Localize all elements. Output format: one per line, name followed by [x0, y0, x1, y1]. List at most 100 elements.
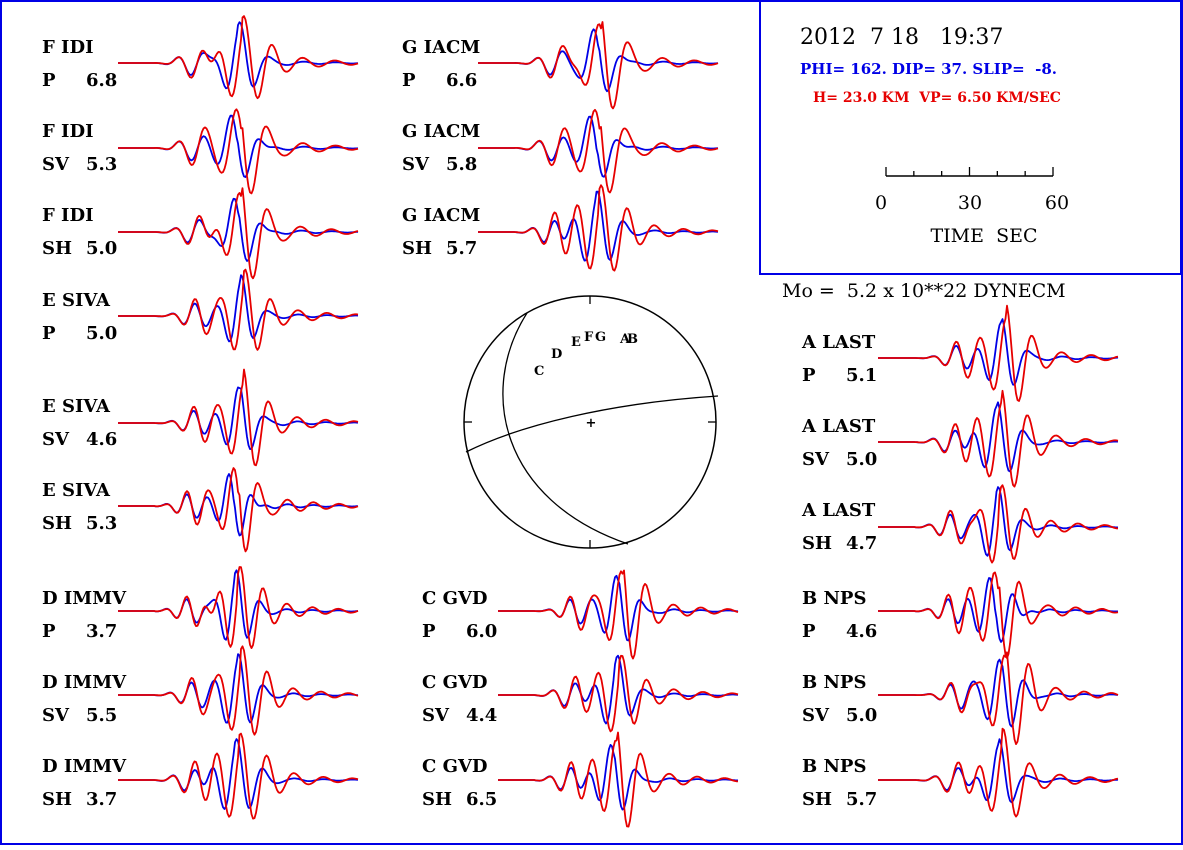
- seismogram-panel: A LAST P 5.1: [801, 304, 1119, 402]
- header-frame: [759, 0, 1182, 275]
- observed-trace: [118, 566, 359, 649]
- amplitude-label: 4.7: [846, 533, 877, 554]
- amplitude-label: 5.7: [846, 789, 877, 810]
- observed-trace: [878, 651, 1119, 745]
- focal-mechanism: + C D E F G A B: [463, 295, 719, 549]
- seismic-moment: Mo = 5.2 x 10**22 DYNECM: [782, 280, 1066, 302]
- station-label: G IACM: [402, 37, 480, 58]
- seismogram-panel: A LAST SH 4.7: [801, 484, 1119, 564]
- time-scale: 0 30 60 TIME SEC: [875, 167, 1069, 247]
- observed-trace: [118, 15, 359, 100]
- seismogram-panel: G IACM SV 5.8: [402, 108, 719, 194]
- synthetic-trace: [118, 21, 359, 90]
- station-label: A LAST: [801, 500, 876, 521]
- amplitude-label: 3.7: [86, 621, 117, 642]
- observed-trace: [498, 569, 739, 660]
- time-scale-ticks: [885, 167, 1054, 176]
- station-letter-f: F: [584, 330, 594, 345]
- amplitude-label: 5.5: [86, 705, 117, 726]
- phase-label: SH: [42, 238, 72, 259]
- station-label: B NPS: [802, 756, 866, 777]
- phase-label: SH: [42, 789, 72, 810]
- amplitude-label: 4.6: [846, 621, 877, 642]
- observed-trace: [118, 108, 359, 195]
- time-scale-label: TIME SEC: [930, 225, 1037, 247]
- synthetic-trace: [498, 744, 738, 811]
- origin-marker: +: [586, 416, 597, 431]
- observed-trace: [118, 467, 359, 553]
- phase-label: P: [402, 70, 416, 91]
- station-letter-d: D: [551, 347, 562, 362]
- station-label: C GVD: [422, 756, 488, 777]
- phase-label: SV: [42, 705, 70, 726]
- synthetic-trace: [118, 473, 359, 537]
- amplitude-label: 4.4: [466, 705, 497, 726]
- phase-label: SH: [402, 238, 432, 259]
- observed-trace: [118, 268, 359, 351]
- phase-label: SV: [42, 429, 70, 450]
- amplitude-label: 5.0: [846, 449, 877, 470]
- seismogram-panel: D IMMV SV 5.5: [42, 645, 359, 736]
- amplitude-label: 4.6: [86, 429, 117, 450]
- seismogram-panel: F IDI SV 5.3: [42, 108, 359, 195]
- station-label: G IACM: [402, 205, 480, 226]
- header-box: 2012 7 18 19:37 PHI= 162. DIP= 37. SLIP=…: [759, 0, 1182, 275]
- synthetic-trace: [118, 197, 359, 262]
- scale-tick-label-30: 30: [958, 192, 982, 214]
- observed-trace: [878, 727, 1119, 818]
- nodal-plane-1: [502, 312, 629, 545]
- station-label: B NPS: [802, 588, 866, 609]
- seismogram-panel: E SIVA SV 4.6: [42, 368, 359, 467]
- synthetic-trace: [878, 401, 1118, 473]
- phase-label: SH: [42, 513, 72, 534]
- seismogram-panel: B NPS SV 5.0: [802, 651, 1119, 745]
- observed-trace: [118, 368, 359, 467]
- observed-trace: [118, 732, 359, 820]
- observed-trace: [118, 187, 359, 280]
- amplitude-label: 5.8: [446, 154, 477, 175]
- phase-label: SV: [422, 705, 450, 726]
- seismogram-panel: C GVD SV 4.4: [422, 654, 739, 733]
- phase-label: SV: [402, 154, 430, 175]
- amplitude-label: 6.5: [466, 789, 497, 810]
- phase-label: SH: [422, 789, 452, 810]
- amplitude-label: 5.3: [86, 154, 117, 175]
- seismogram-panel: D IMMV SH 3.7: [42, 732, 359, 820]
- amplitude-label: 5.3: [86, 513, 117, 534]
- station-label: A LAST: [801, 416, 876, 437]
- amplitude-label: 3.7: [86, 789, 117, 810]
- amplitude-label: 5.1: [846, 365, 877, 386]
- station-label: F IDI: [42, 205, 94, 226]
- phase-label: P: [42, 323, 56, 344]
- synthetic-trace: [478, 28, 719, 93]
- seismogram-panel: E SIVA P 5.0: [42, 268, 359, 351]
- station-label: A LAST: [801, 332, 876, 353]
- phase-label: P: [802, 365, 816, 386]
- observed-trace: [478, 108, 719, 194]
- phase-label: SV: [42, 154, 70, 175]
- phase-label: P: [422, 621, 436, 642]
- station-label: E SIVA: [42, 480, 111, 501]
- phase-label: SH: [802, 789, 832, 810]
- amplitude-label: 6.6: [446, 70, 477, 91]
- depth-velocity-text: H= 23.0 KM VP= 6.50 KM/SEC: [813, 90, 1061, 106]
- observed-trace: [478, 21, 719, 110]
- amplitude-label: 5.0: [86, 323, 117, 344]
- station-label: C GVD: [422, 672, 488, 693]
- amplitude-label: 5.0: [846, 705, 877, 726]
- seismogram-panel: E SIVA SH 5.3: [42, 467, 359, 553]
- phase-label: SV: [802, 449, 830, 470]
- station-label: E SIVA: [42, 290, 111, 311]
- station-label: B NPS: [802, 672, 866, 693]
- phase-label: P: [42, 70, 56, 91]
- station-letter-c: C: [534, 364, 544, 379]
- phase-label: SH: [802, 533, 832, 554]
- station-label: F IDI: [42, 37, 94, 58]
- station-label: C GVD: [422, 588, 488, 609]
- seismogram-panel: G IACM P 6.6: [402, 21, 719, 110]
- seismogram-panel: G IACM SH 5.7: [402, 184, 719, 272]
- phase-label: P: [42, 621, 56, 642]
- nodal-plane-2: [465, 395, 719, 453]
